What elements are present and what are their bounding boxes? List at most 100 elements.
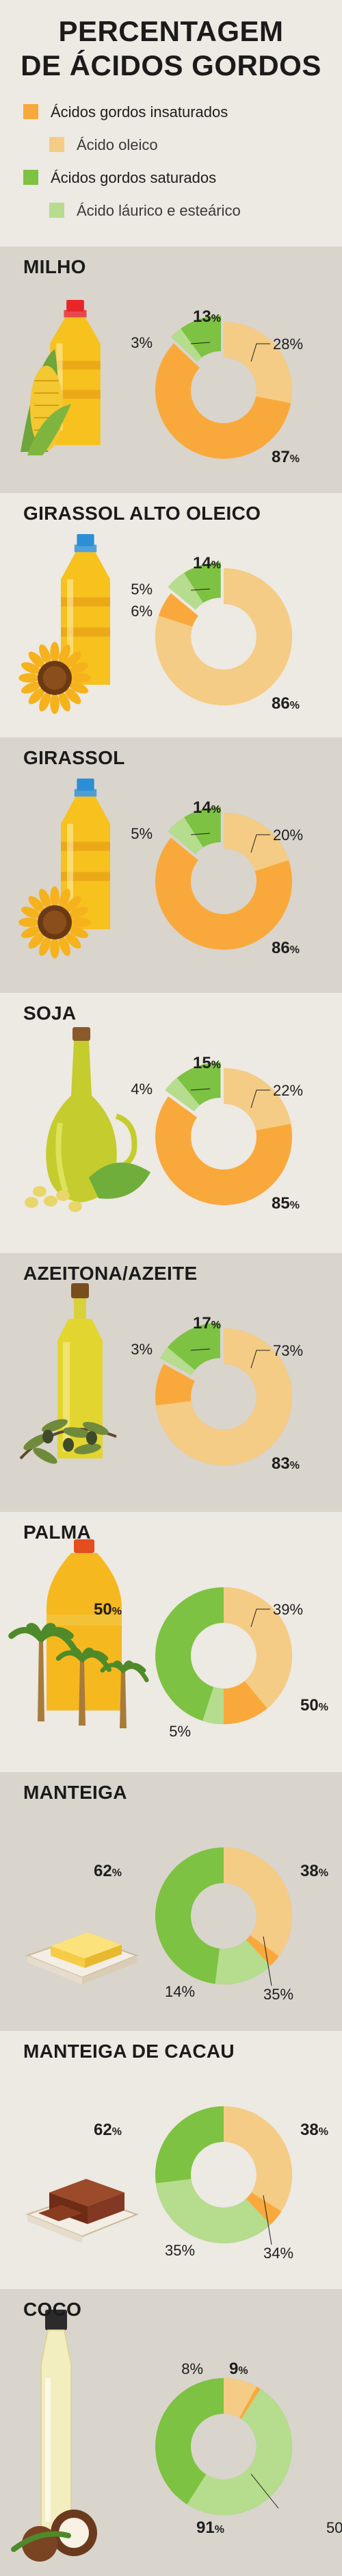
section-title: MILHO [23,256,86,277]
saturated-group [168,561,221,610]
label-saturated: 14% [193,554,221,572]
section-manteiga: 62% 38% 35% 14% MANTEIGA [0,1772,342,2031]
label-saturated: 91% [196,2518,224,2537]
cocoa-butter-icon [25,2179,139,2243]
slice-lauric-stearic [160,1347,195,1376]
saturated-group [155,1847,271,1984]
label-lauric-stearic: 5% [169,1723,191,1740]
slice-lauric-stearic [165,1078,200,1111]
donut-chart: 13% 3% 87% 28% [21,300,303,466]
section-palma: 50% 5% 50% 39% PALMA [0,1512,342,1772]
soy-oil-icon [25,1027,150,1212]
label-oleic: 28% [273,336,303,353]
label-lauric-stearic: 4% [131,1081,153,1098]
slice-oleic [224,2106,292,2212]
label-unsaturated: 86% [272,694,300,713]
saturated-group [165,1062,221,1111]
label-oleic: 73% [273,1342,303,1359]
saturated-group [160,1322,220,1376]
donut-chart: 15% 4% 85% 22% [25,1027,303,1213]
slice-oleic [224,322,292,403]
slice-lauric-stearic [202,1687,224,1724]
label-unsaturated: 86% [272,939,300,957]
section-title: SOJA [23,1002,77,1024]
donut-chart: 9% 8% 91% 50% [11,2310,342,2562]
sunflower-oil-icon [18,534,110,714]
title-line-1: PERCENTAGEM [58,15,284,47]
slice-oleic [155,568,292,705]
slice-lauric-stearic [168,572,204,610]
donut-chart: 17% 3% 83% 73% [19,1283,303,1473]
donut-chart: 62% 38% 35% 14% [25,1847,328,2003]
section-manteiga-de-cacau: 62% 38% 34% 35% MANTEIGA DE CACAU [0,2031,342,2289]
label-saturated: 13% [193,307,221,326]
label-lauric-stearic: 3% [131,334,153,351]
sunflower-oil-icon [18,779,110,959]
label-saturated: 14% [193,798,221,817]
label-oleic: 8% [181,2360,203,2377]
section-milho: 13% 3% 87% 28% MILHO [0,247,342,493]
slice-oleic [224,813,289,872]
slice-lauric-stearic [187,2388,292,2515]
saturated-group [168,806,221,855]
label-saturated: 50% [94,1600,122,1619]
section-title: MANTEIGA DE CACAU [23,2041,235,2062]
label-saturated: 62% [94,2121,122,2139]
section-azeitona-azeite: 17% 3% 83% 73% AZEITONA/AZEITE [0,1253,342,1512]
section-title: COCO [23,2299,82,2320]
label-unsaturated: 38% [300,2121,328,2139]
donut-chart: 14% 5% 86% 20% [18,779,303,959]
label-saturated: 15% [193,1054,221,1072]
slice-lauric-stearic [155,2179,271,2243]
saturated-group [155,1587,224,1724]
label-lauric-stearic: 3% [131,1341,153,1358]
section-soja: 15% 4% 85% 22% SOJA [0,993,342,1253]
legend-swatch-unsaturated [23,104,38,119]
label-oleic: 39% [273,1601,303,1618]
section-title: GIRASSOL ALTO OLEICO [23,503,261,524]
saturated-group [155,2106,271,2243]
corn-oil-icon [21,300,101,455]
label-oleic: 20% [273,826,303,844]
legend-swatch-lauric-stearic [49,203,64,218]
slice-lauric-stearic [168,817,204,855]
section-girassol-alto-oleico: 14% 5% 86% 6% GIRASSOL ALTO OLEICO [0,493,342,737]
section-title: GIRASSOL [23,747,125,768]
slice-saturated [155,1587,224,1724]
label-saturated: 17% [193,1314,221,1333]
legend-label-unsaturated: Ácidos gordos insaturados [51,103,228,121]
slice-lauric-stearic [171,328,202,362]
label-lauric-stearic: 14% [165,1983,195,2000]
label-unsaturated: 83% [272,1454,300,1473]
legend-label-lauric-stearic: Ácido láurico e esteárico [77,202,241,219]
slice-lauric-stearic [215,1939,271,1984]
label-unsaturated: 38% [300,1862,328,1880]
legend-swatch-saturated [23,170,38,185]
coconut-oil-icon [11,2310,97,2562]
label-unsaturated: 9% [229,2360,248,2378]
section-coco: 9% 8% 91% 50% COCO [0,2289,342,2576]
slice-oleic [224,1587,292,1709]
label-lauric-stearic: 5% [131,825,153,842]
section-title: PALMA [23,1521,91,1543]
slice-oleic [224,2378,257,2418]
label-lauric-stearic: 50% [326,2519,342,2536]
legend-label-saturated: Ácidos gordos saturados [51,169,217,186]
header: PERCENTAGEM DE ÁCIDOS GORDOS Ácidos gord… [0,0,342,247]
label-unsaturated: 50% [300,1696,328,1715]
label-saturated: 62% [94,1862,122,1880]
saturated-group [155,2378,292,2515]
palm-oil-icon [8,1539,149,1728]
label-lauric-stearic: 5% [131,581,153,598]
donut-chart: 14% 5% 86% 6% [18,534,300,714]
slice-oleic [224,1847,293,1956]
label-unsaturated: 85% [272,1194,300,1213]
title-line-2: DE ÁCIDOS GORDOS [21,49,321,81]
section-title: AZEITONA/AZEITE [23,1263,198,1284]
label-oleic: 22% [273,1082,303,1099]
donut-chart: 62% 38% 34% 35% [25,2106,328,2262]
slice-oleic [155,1328,292,1465]
section-girassol: 14% 5% 86% 20% GIRASSOL [0,737,342,993]
label-unsaturated: 87% [272,448,300,466]
